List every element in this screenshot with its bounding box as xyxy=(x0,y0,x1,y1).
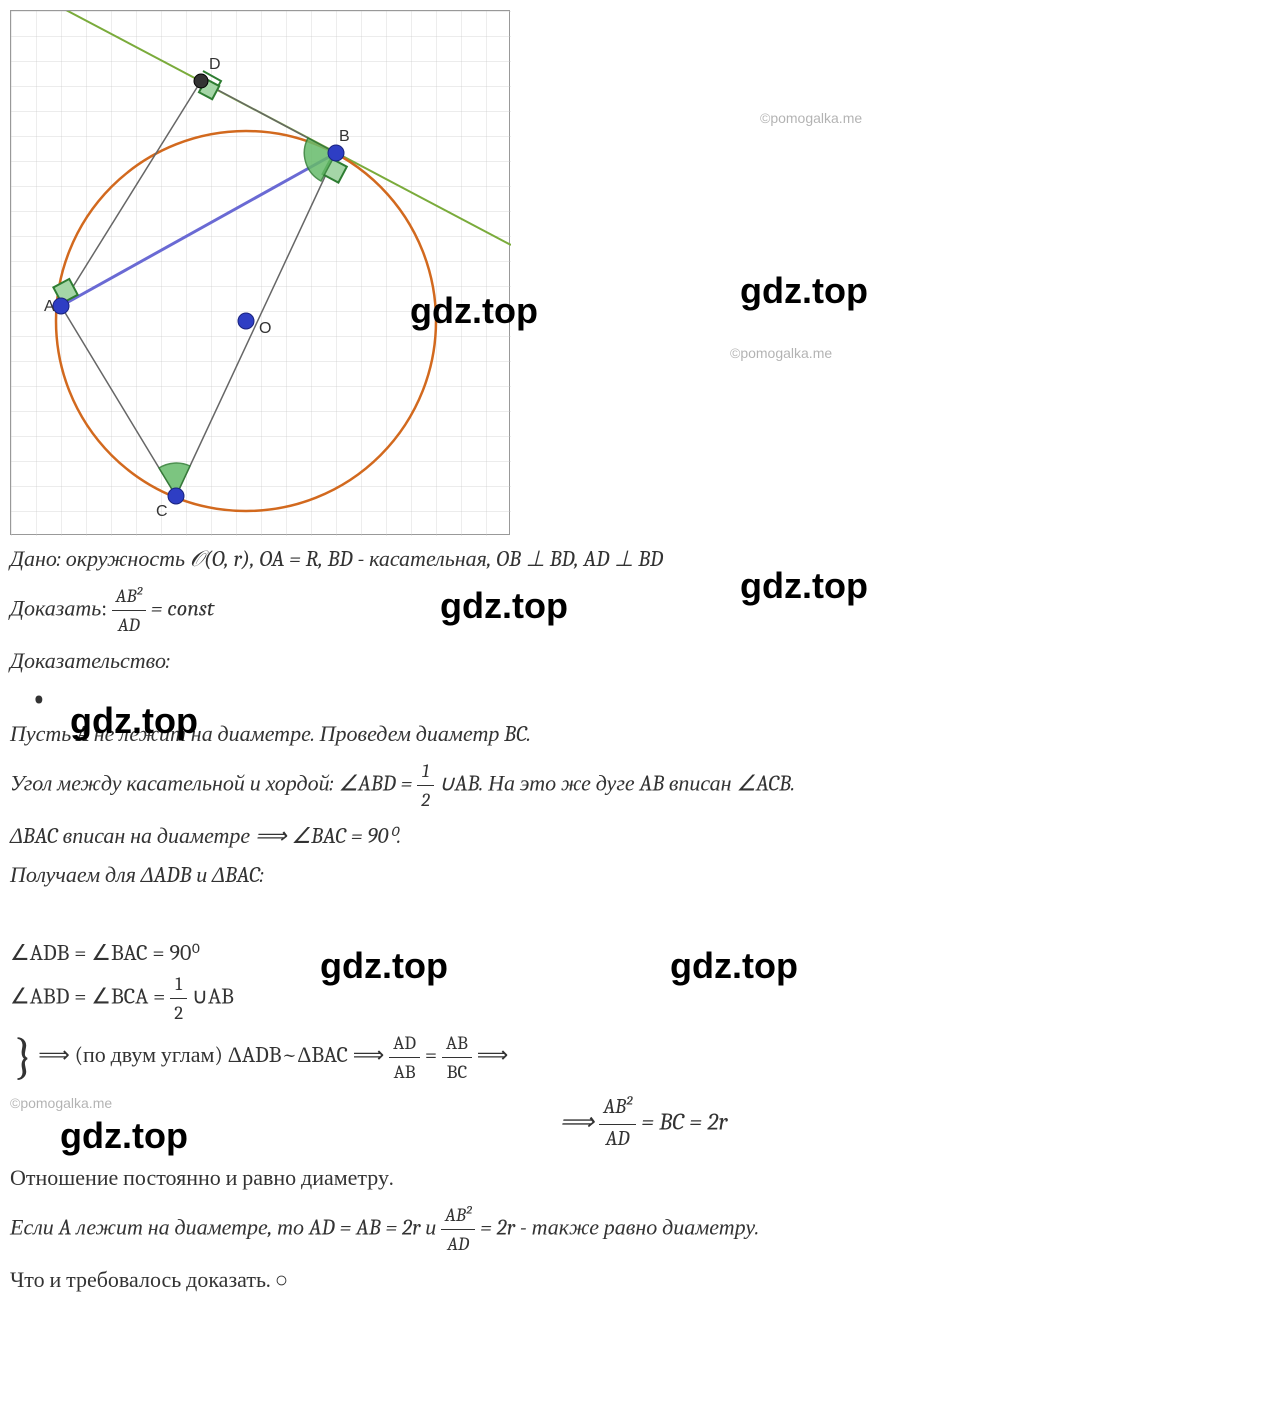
svg-text:D: D xyxy=(209,56,221,73)
pomogalka-watermark: ©pomogalka.me xyxy=(730,345,832,361)
frac-ab: AB xyxy=(389,1058,420,1086)
gdz-watermark: gdz.top xyxy=(740,270,868,312)
prove-line: Доказать: AB² AD = const xyxy=(10,582,1277,639)
half-num: 1 xyxy=(417,757,434,786)
line2-part2: ∪AB. На это же дуге AB вписан ∠ACB. xyxy=(439,771,795,797)
dano-text: : окружность 𝒪(O, r), OA = R, BD - касат… xyxy=(57,546,663,572)
svg-text:A: A xyxy=(44,298,55,315)
pomogalka-watermark: ©pomogalka.me xyxy=(760,110,862,126)
frac-ad: AD xyxy=(389,1029,420,1058)
proof-line-7: Что и требовалось доказать. ○ xyxy=(10,1264,1277,1297)
proof-line-2: Угол между касательной и хордой: ∠ABD = … xyxy=(10,757,1277,814)
line6-part1: Если A лежит на диаметре, то AD = AB = 2… xyxy=(10,1214,441,1240)
proof-line-3: ΔBAC вписан на диаметре ⟹ ∠BAC = 90⁰. xyxy=(10,820,1277,853)
brace-line-1: ∠ADB = ∠BAC = 90⁰ xyxy=(10,937,1277,970)
const-text: = const xyxy=(151,596,215,622)
frac-ad: AD xyxy=(599,1125,636,1156)
proof-line-4: Получаем для ΔADB и ΔBAC: xyxy=(10,859,1277,892)
geometry-diagram: A B C D O xyxy=(10,10,510,535)
frac-den: AD xyxy=(112,611,146,639)
half-num: 1 xyxy=(170,970,187,999)
diagram-svg: A B C D O xyxy=(11,11,511,536)
brace-line-2b: ∪AB xyxy=(192,984,234,1010)
centered-equation: ⟹ AB² AD = BC = 2r xyxy=(10,1093,1277,1155)
centered-prefix: ⟹ xyxy=(560,1108,600,1136)
given-line: Дано: окружность 𝒪(O, r), OA = R, BD - к… xyxy=(10,543,1277,576)
frac-bc: BC xyxy=(442,1058,472,1086)
half-den: 2 xyxy=(417,786,434,814)
brace-line-2a: ∠ABD = ∠BCA = xyxy=(10,984,170,1010)
line6-part2: = 2r - также равно диаметру. xyxy=(480,1214,759,1240)
centered-suffix: = BC = 2r xyxy=(641,1108,727,1136)
proof-line-1: Пусть A не лежит на диаметре. Проведем д… xyxy=(10,718,1277,751)
half-den: 2 xyxy=(170,999,187,1027)
line2-part1: Угол между касательной и хордой: ∠ABD = xyxy=(10,771,417,797)
frac-ad: AD xyxy=(441,1230,475,1258)
svg-text:C: C xyxy=(156,503,168,520)
implication-1: ⟹ (по двум углам) ΔADB~ΔBAC ⟹ xyxy=(38,1042,389,1068)
implication-2: ⟹ xyxy=(477,1042,509,1068)
right-brace: } xyxy=(14,1027,33,1087)
eq-sign: = xyxy=(425,1042,442,1068)
frac-num: AB² xyxy=(112,582,146,611)
bullet-marker: • xyxy=(30,688,1277,708)
dokazat-label: Доказать xyxy=(10,596,101,622)
proof-line-6: Если A лежит на диаметре, то AD = AB = 2… xyxy=(10,1201,1277,1258)
frac-ab2: AB² xyxy=(441,1201,475,1230)
svg-text:O: O xyxy=(259,320,271,337)
proof-line-5: Отношение постоянно и равно диаметру. xyxy=(10,1162,1277,1195)
solution-text: Дано: окружность 𝒪(O, r), OA = R, BD - к… xyxy=(10,543,1277,1297)
proof-label: Доказательство: xyxy=(10,645,1277,678)
svg-text:B: B xyxy=(339,128,350,145)
frac-ab: AB xyxy=(442,1029,472,1058)
brace-equation xyxy=(10,898,1277,931)
dano-label: Дано xyxy=(10,546,57,572)
frac-ab2: AB² xyxy=(599,1093,636,1125)
